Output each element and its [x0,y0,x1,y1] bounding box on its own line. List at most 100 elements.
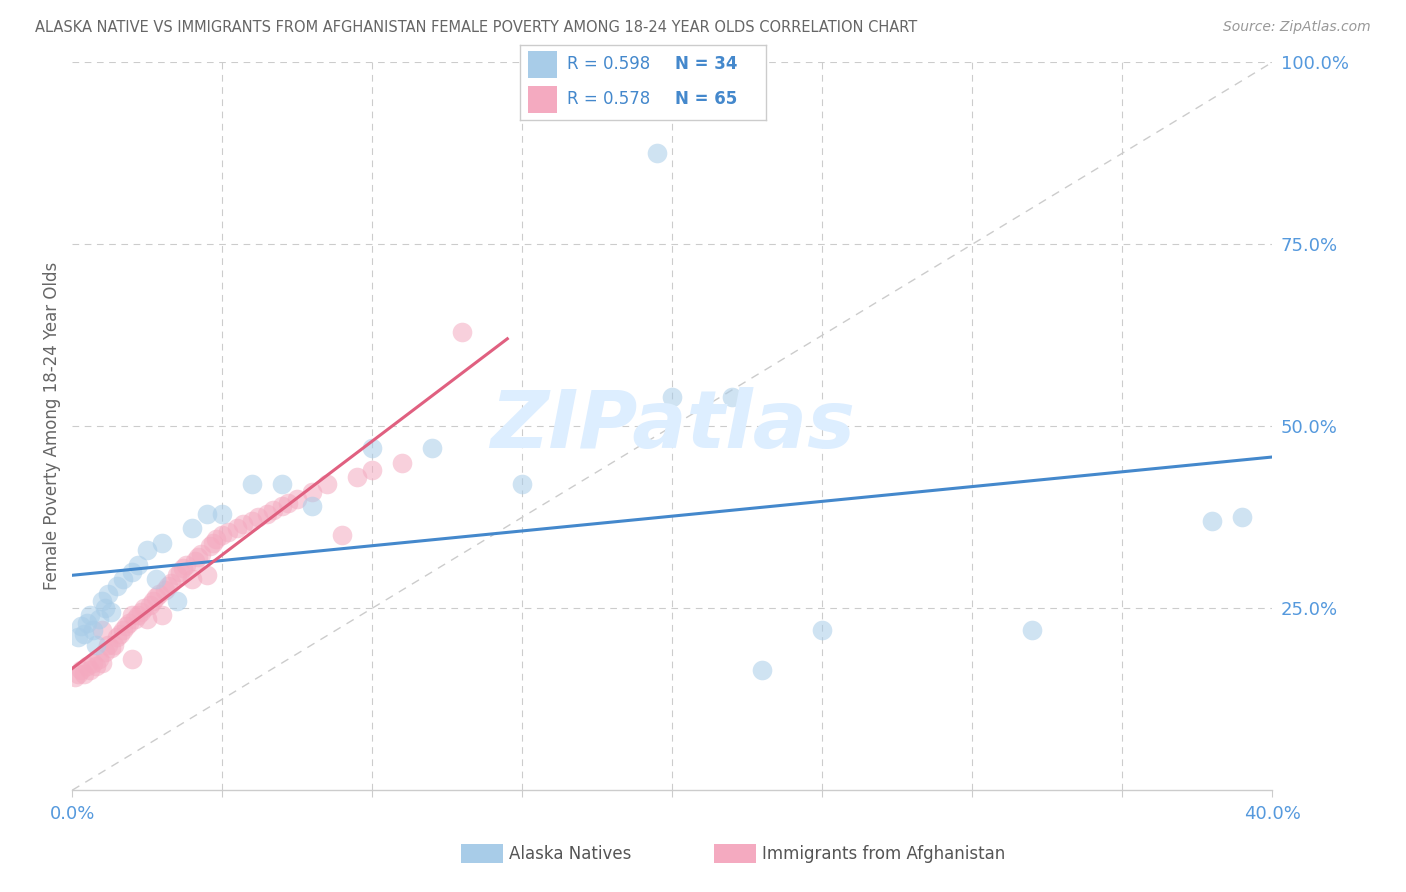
Point [181,572,204,586]
Point [145,572,167,586]
Point [155,582,177,597]
Point [67,666,90,681]
Point [105,630,128,644]
Point [510,477,533,491]
Point [1201,514,1223,528]
Point [361,441,384,455]
Text: Immigrants from Afghanistan: Immigrants from Afghanistan [762,845,1005,863]
Point [89,652,111,666]
Point [190,547,212,561]
Point [256,507,278,521]
Point [127,558,149,572]
Point [184,554,207,568]
Point [181,521,204,535]
Point [124,612,146,626]
Point [226,521,249,535]
Point [262,503,284,517]
Point [103,638,125,652]
Point [247,510,270,524]
Text: Source: ZipAtlas.com: Source: ZipAtlas.com [1223,20,1371,34]
Point [330,528,353,542]
Point [67,630,90,644]
Point [174,558,197,572]
Point [240,477,263,491]
Point [121,608,143,623]
Text: Alaska Natives: Alaska Natives [509,845,631,863]
Point [647,146,669,161]
Point [232,517,254,532]
Point [79,608,101,623]
FancyBboxPatch shape [527,51,557,78]
Point [118,615,141,630]
Point [205,532,228,546]
Point [346,470,368,484]
Point [316,477,339,491]
Point [202,535,225,549]
Point [97,586,120,600]
Point [195,507,218,521]
Point [70,619,93,633]
Point [271,477,294,491]
Point [240,514,263,528]
Point [751,663,773,677]
Point [211,528,233,542]
Point [301,500,323,514]
Point [79,663,101,677]
Point [115,619,138,633]
Point [100,641,122,656]
Point [89,612,111,626]
Point [112,572,135,586]
Point [166,594,188,608]
Point [121,652,143,666]
Point [277,495,299,509]
Point [200,539,222,553]
Point [139,598,162,612]
Point [94,601,117,615]
Point [70,663,93,677]
Point [1232,510,1254,524]
Point [301,484,323,499]
Point [112,623,135,637]
Point [84,659,107,673]
Point [451,325,474,339]
Point [129,605,152,619]
FancyBboxPatch shape [527,86,557,112]
Point [134,601,156,615]
Point [160,575,183,590]
Point [721,390,744,404]
Point [148,586,170,600]
Text: N = 65: N = 65 [675,90,738,108]
Point [361,463,384,477]
Point [157,579,180,593]
Point [100,605,122,619]
Point [65,670,87,684]
Point [105,579,128,593]
Point [145,591,167,605]
Point [82,623,104,637]
Point [91,656,114,670]
Point [811,623,834,637]
Point [172,561,194,575]
Point [217,524,239,539]
Point [285,491,308,506]
Text: R = 0.578: R = 0.578 [567,90,650,108]
Point [150,535,173,549]
Text: ZIPatlas: ZIPatlas [489,387,855,465]
Point [94,645,117,659]
Point [195,568,218,582]
Point [420,441,443,455]
Point [150,608,173,623]
Point [82,656,104,670]
Point [142,594,165,608]
Point [110,626,132,640]
Point [84,638,107,652]
Point [91,594,114,608]
Text: ALASKA NATIVE VS IMMIGRANTS FROM AFGHANISTAN FEMALE POVERTY AMONG 18-24 YEAR OLD: ALASKA NATIVE VS IMMIGRANTS FROM AFGHANI… [35,20,917,35]
Point [271,500,294,514]
Point [1021,623,1043,637]
Text: R = 0.598: R = 0.598 [567,55,650,73]
Point [127,608,149,623]
Point [91,623,114,637]
Point [121,565,143,579]
Point [391,456,413,470]
